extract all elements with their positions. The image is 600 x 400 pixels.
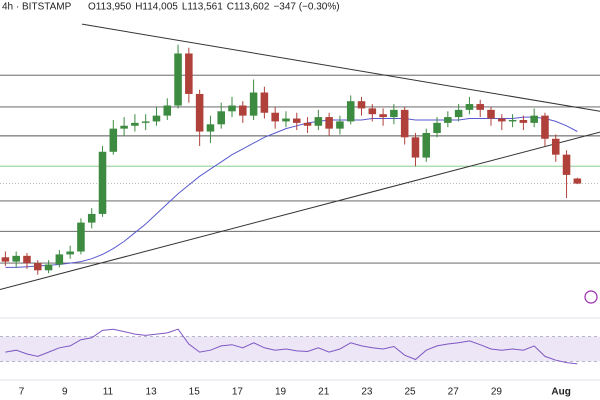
candle-body <box>444 117 452 123</box>
candle-body <box>508 119 517 122</box>
rsi-band <box>0 336 600 362</box>
candle-body <box>390 109 398 118</box>
candle-body <box>260 92 269 113</box>
candle-body <box>400 109 409 138</box>
candle-body <box>411 137 420 158</box>
x-tick-label: 15 <box>189 387 201 398</box>
candle-body <box>55 254 64 265</box>
ohlc-label: O113,950 <box>88 2 132 13</box>
candle-body <box>66 251 74 255</box>
candle-body <box>239 105 247 116</box>
candle-body <box>346 101 355 122</box>
indicator-icon[interactable] <box>584 290 598 304</box>
candle-body <box>12 255 20 262</box>
candle-body <box>325 117 333 129</box>
candle-body <box>228 105 236 112</box>
moving-average <box>5 116 578 268</box>
x-tick-label: 11 <box>103 387 114 398</box>
candle-body <box>249 92 258 116</box>
candle-body <box>131 122 139 126</box>
candle-body <box>292 118 301 123</box>
candle-body <box>77 222 85 252</box>
candle-body <box>195 93 204 132</box>
x-tick-label: 7 <box>19 387 25 398</box>
ohlc-label: C113,602 <box>227 2 270 13</box>
candle-body <box>23 255 31 264</box>
candle-body <box>476 104 484 110</box>
candle-body <box>368 108 377 115</box>
trendline <box>81 23 600 112</box>
candle-body <box>282 118 290 122</box>
candle-body <box>98 151 107 214</box>
rsi-line <box>5 328 578 365</box>
candle-body <box>314 117 323 126</box>
candle-body <box>120 125 128 129</box>
x-tick-label: 27 <box>448 387 460 398</box>
candle-body <box>498 118 506 122</box>
x-tick-label: 9 <box>62 387 68 398</box>
candle-body <box>530 115 538 123</box>
x-tick-label: 23 <box>361 387 373 398</box>
candle-body <box>271 112 279 122</box>
ohlc-label: L113,561 <box>182 2 223 13</box>
header: 4h · BITSTAMP <box>2 2 72 13</box>
candle-body <box>87 213 96 223</box>
x-tick-label: 29 <box>491 387 503 398</box>
candle-body <box>109 128 118 152</box>
x-tick-label: 17 <box>232 387 244 398</box>
candle-body <box>163 105 172 116</box>
candle-body <box>422 132 431 158</box>
candle-body <box>336 121 344 129</box>
candle-body <box>379 114 387 118</box>
candle-body <box>562 154 571 175</box>
candle-body <box>1 257 10 262</box>
x-tick-label: 19 <box>275 387 287 398</box>
candle-body <box>551 138 560 155</box>
candle-body <box>357 101 366 109</box>
candle-body <box>487 109 495 119</box>
candle-body <box>152 115 161 122</box>
candle-body <box>303 122 312 126</box>
candle-body <box>573 178 582 184</box>
candle-body <box>174 53 182 106</box>
candle-body <box>217 111 225 125</box>
candle-body <box>519 119 528 123</box>
candle-body <box>454 109 463 118</box>
candle-body <box>185 53 193 94</box>
candle-body <box>541 115 549 139</box>
x-tick-label: Aug <box>551 387 570 398</box>
ohlc-label: −347 (−0.30%) <box>273 2 339 13</box>
x-tick-label: 25 <box>405 387 417 398</box>
candle-body <box>141 121 150 123</box>
trendline <box>0 131 600 291</box>
candle-body <box>206 124 215 132</box>
ohlc-label: H114,005 <box>135 2 178 13</box>
candle-body <box>465 104 474 110</box>
candle-body <box>44 264 53 271</box>
candle-body <box>33 263 42 271</box>
x-tick-label: 13 <box>146 387 158 398</box>
candle-body <box>433 122 441 133</box>
x-tick-label: 21 <box>318 387 330 398</box>
